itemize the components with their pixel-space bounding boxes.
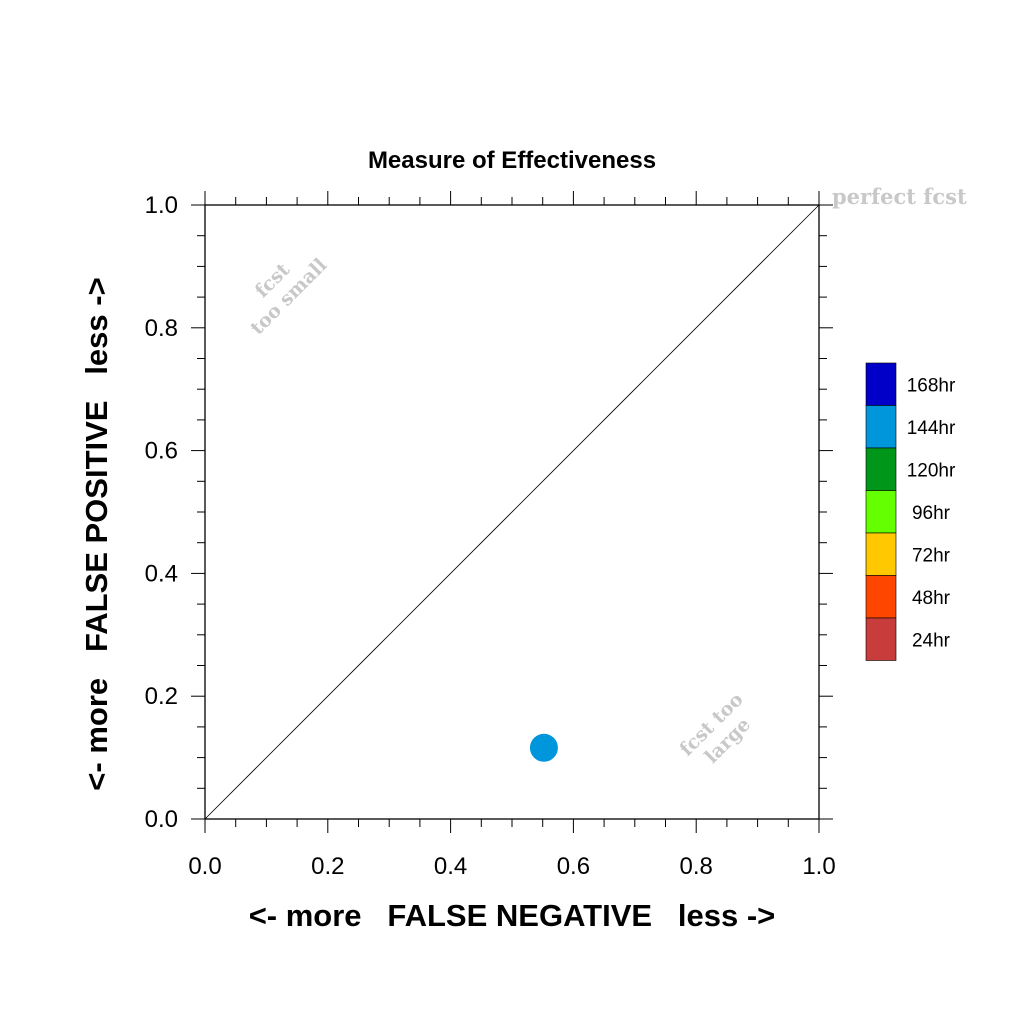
legend-label-24hr: 24hr xyxy=(912,630,951,651)
legend-swatch-72hr xyxy=(865,532,897,576)
y-tick-label: 0.2 xyxy=(145,683,178,710)
x-tick-label: 0.4 xyxy=(434,853,467,880)
y-tick-label: 0.4 xyxy=(145,560,178,587)
data-point-144hr xyxy=(529,733,558,762)
legend-label-72hr: 72hr xyxy=(912,545,951,566)
fcst-too-large-annotation: fcst too large xyxy=(675,688,755,768)
perfect-fcst-annotation: perfect fcst xyxy=(832,184,967,209)
y-tick-label: 0.6 xyxy=(145,438,178,465)
legend-swatch-96hr xyxy=(865,490,897,534)
x-tick-label: 0.8 xyxy=(680,853,713,880)
x-tick-label: 0.2 xyxy=(311,853,344,880)
plot-area: 0.0 0.2 0.4 0.6 0.8 1.0 0.0 0.2 0.4 0.6 0.8 1.0 xyxy=(145,191,836,880)
legend-swatch-168hr xyxy=(865,362,897,406)
x-tick-label: 0.6 xyxy=(557,853,590,880)
legend-label-144hr: 144hr xyxy=(907,418,956,439)
fcst-too-small-line2: too small xyxy=(246,254,331,339)
y-tick-label: 0.8 xyxy=(145,315,178,342)
fcst-too-small-annotation: fcst too small xyxy=(246,254,331,339)
legend-label-168hr: 168hr xyxy=(907,375,956,396)
legend-label-120hr: 120hr xyxy=(907,460,956,481)
x-tick-label: 1.0 xyxy=(802,853,835,880)
legend-swatch-24hr xyxy=(865,617,897,661)
legend-swatch-120hr xyxy=(865,447,897,491)
legend-swatch-48hr xyxy=(865,575,897,619)
x-axis-label: <- more FALSE NEGATIVE less -> xyxy=(249,898,776,933)
y-tick-label: 1.0 xyxy=(145,192,178,219)
legend: 168hr 144hr 120hr 96hr 72hr 48hr 24hr xyxy=(865,362,956,661)
x-tick-label: 0.0 xyxy=(188,853,221,880)
legend-swatch-144hr xyxy=(865,405,897,449)
chart-title: Measure of Effectiveness xyxy=(368,147,656,174)
legend-label-48hr: 48hr xyxy=(912,588,951,609)
reference-diagonal-line xyxy=(204,204,820,820)
y-tick-label: 0.0 xyxy=(145,806,178,833)
y-axis-label: <- more FALSE POSITIVE less -> xyxy=(79,277,114,790)
legend-label-96hr: 96hr xyxy=(912,503,951,524)
